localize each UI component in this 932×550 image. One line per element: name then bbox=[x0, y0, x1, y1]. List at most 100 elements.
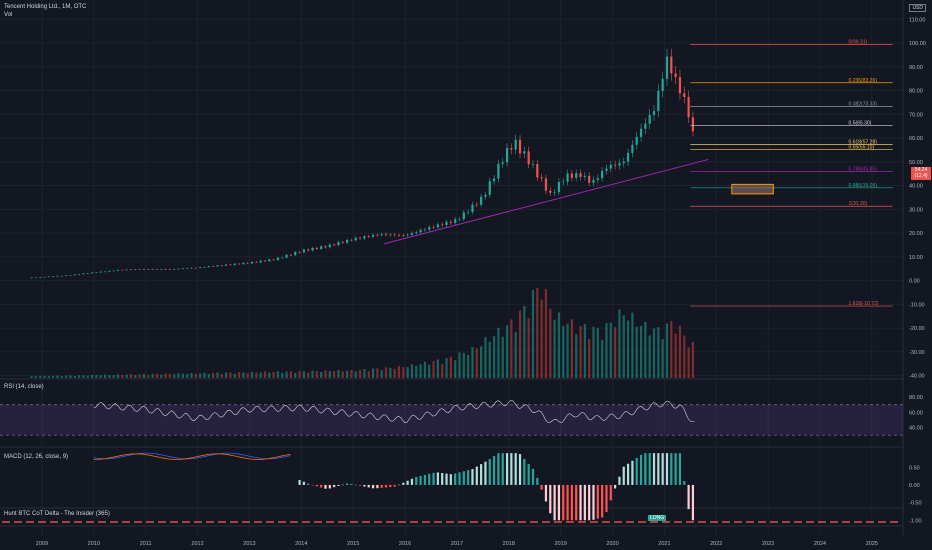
rsi-line bbox=[93, 400, 695, 424]
indicator-marker bbox=[86, 521, 94, 523]
volume-bar bbox=[436, 359, 439, 378]
indicator-marker bbox=[770, 521, 778, 523]
macd-histogram-bar bbox=[639, 454, 643, 485]
indicator-marker bbox=[662, 521, 670, 523]
candle-body bbox=[315, 247, 318, 249]
macd-label: MACD (12, 26, close, 9) bbox=[4, 454, 69, 460]
volume-bar bbox=[371, 368, 375, 378]
candle-body bbox=[566, 173, 569, 182]
indicator-marker bbox=[782, 521, 790, 523]
macd-histogram-bar bbox=[358, 484, 362, 486]
macd-histogram-bar bbox=[596, 484, 599, 519]
macd-histogram-bar bbox=[678, 453, 682, 485]
macd-histogram-bar bbox=[371, 484, 375, 489]
volume-bar bbox=[458, 352, 461, 378]
indicator-marker bbox=[650, 521, 658, 523]
volume-bar bbox=[285, 371, 288, 378]
indicator-marker bbox=[638, 521, 646, 523]
candle-body bbox=[289, 254, 293, 256]
macd-histogram-bar bbox=[393, 484, 396, 487]
candle-body bbox=[255, 261, 258, 263]
volume-bar bbox=[687, 347, 690, 378]
volume-bar bbox=[540, 299, 543, 378]
candle-body bbox=[575, 173, 578, 178]
candle-body bbox=[56, 275, 59, 277]
price-tick-label: 50.00 bbox=[909, 160, 923, 166]
volume-bar bbox=[207, 373, 210, 378]
macd-histogram-bar bbox=[363, 484, 366, 487]
macd-histogram-bar bbox=[445, 473, 448, 485]
volume-bar bbox=[665, 323, 669, 378]
candle-body bbox=[367, 236, 370, 237]
candle-body bbox=[108, 270, 111, 272]
indicator-marker bbox=[542, 521, 550, 523]
volume-bar bbox=[579, 326, 582, 378]
candle-body bbox=[294, 252, 297, 256]
candle-body bbox=[242, 262, 245, 265]
price-tick-label: 20.00 bbox=[909, 231, 923, 237]
candle-body bbox=[605, 168, 608, 171]
candle-body bbox=[125, 269, 128, 271]
volume-bar bbox=[566, 323, 569, 378]
volume-bar bbox=[116, 374, 120, 378]
macd-histogram-bar bbox=[315, 484, 318, 487]
volume-bar bbox=[276, 371, 280, 378]
volume-bar bbox=[683, 335, 686, 378]
long-signal-badge: LONG bbox=[648, 515, 667, 521]
indicator3-label: Hunt BTC CoT Delta - The Insider (365) bbox=[4, 511, 110, 517]
volume-bar bbox=[432, 361, 435, 378]
volume-bar bbox=[224, 372, 228, 378]
candle-body bbox=[644, 123, 647, 129]
volume-bar bbox=[65, 375, 68, 378]
candle-body bbox=[678, 77, 682, 94]
volume-bar bbox=[294, 372, 297, 378]
fib-level-label: 0.382(73.33) bbox=[849, 101, 878, 107]
volume-bar bbox=[652, 328, 656, 378]
candle-body bbox=[237, 263, 241, 265]
volume-bar bbox=[449, 356, 452, 378]
macd-histogram-bar bbox=[423, 474, 427, 485]
candle-body bbox=[384, 234, 388, 235]
candle-body bbox=[99, 271, 102, 273]
time-tick-label: 2022 bbox=[710, 541, 722, 547]
macd-histogram-bar bbox=[635, 457, 638, 485]
volume-bar bbox=[678, 325, 682, 378]
time-tick-label: 2016 bbox=[399, 541, 411, 547]
indicator-marker bbox=[314, 521, 322, 523]
macd-histogram-bar bbox=[661, 453, 664, 485]
time-tick-label: 2018 bbox=[503, 541, 515, 547]
currency-badge[interactable]: USD bbox=[909, 4, 926, 12]
macd-histogram-bar bbox=[337, 484, 340, 486]
volume-bar bbox=[380, 370, 383, 378]
time-tick-label: 2010 bbox=[88, 541, 100, 547]
candle-body bbox=[691, 117, 695, 132]
candle-body bbox=[73, 274, 76, 276]
macd-histogram-bar bbox=[687, 484, 690, 510]
volume-bar bbox=[497, 327, 500, 378]
rsi-tick-label: 60.00 bbox=[909, 410, 923, 416]
volume-bar bbox=[268, 372, 271, 378]
macd-histogram-bar bbox=[471, 469, 474, 485]
volume-bar bbox=[337, 370, 340, 378]
price-tick-label: -40.00 bbox=[909, 374, 925, 380]
volume-bar bbox=[350, 369, 353, 378]
candle-body bbox=[337, 242, 340, 246]
indicator-marker bbox=[890, 521, 898, 523]
price-tick-label: 0.00 bbox=[909, 279, 920, 285]
volume-bar bbox=[129, 374, 133, 378]
volume-bar bbox=[142, 374, 146, 378]
fib-level-label: 0.5(65.30) bbox=[849, 120, 872, 126]
volume-bar bbox=[69, 375, 72, 378]
macd-histogram-bar bbox=[488, 459, 491, 485]
volume-bar bbox=[90, 374, 94, 378]
macd-histogram-bar bbox=[354, 484, 357, 486]
candle-body bbox=[402, 235, 405, 236]
volume-bar bbox=[272, 372, 275, 378]
macd-histogram-bar bbox=[428, 473, 431, 485]
volume-bar bbox=[255, 372, 258, 378]
candle-body bbox=[588, 175, 591, 183]
macd-histogram-bar bbox=[505, 453, 509, 485]
candle-body bbox=[233, 263, 236, 265]
macd-histogram-bar bbox=[683, 481, 686, 485]
